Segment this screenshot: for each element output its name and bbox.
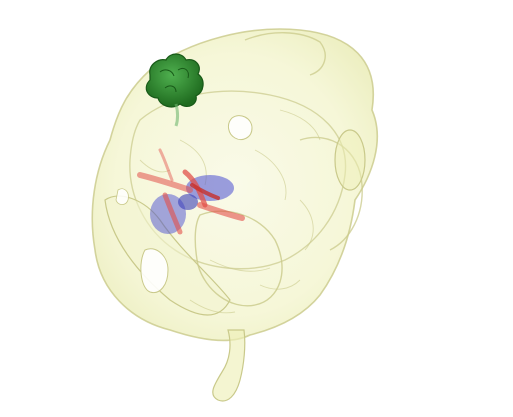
internal-texture <box>139 109 321 314</box>
skull-top-ridge <box>244 32 326 76</box>
skull-right-lobe <box>299 136 363 251</box>
orbit-right <box>194 210 283 307</box>
skull-inner-contour <box>129 90 347 270</box>
foramen-upper <box>227 115 253 141</box>
skull-right-protrusion <box>334 129 366 191</box>
orbit-left <box>104 195 231 316</box>
green-structure <box>145 53 204 127</box>
spinal-column <box>212 329 246 402</box>
foramen-small <box>115 188 129 205</box>
foramen-left <box>140 248 169 294</box>
red-vessels <box>137 148 245 235</box>
skull-outer-shell <box>91 28 379 342</box>
